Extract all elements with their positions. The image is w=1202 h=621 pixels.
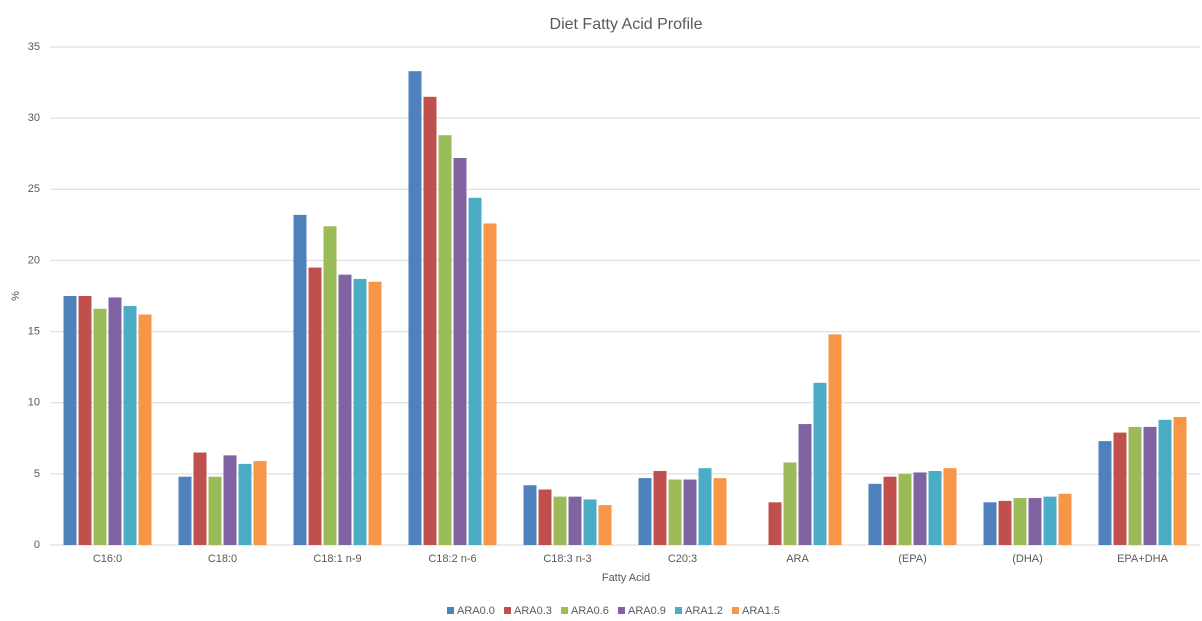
bar [93, 308, 107, 545]
bar [408, 71, 422, 545]
bar [583, 499, 597, 545]
bar [253, 461, 267, 545]
x-axis-label: Fatty Acid [602, 572, 650, 584]
bar [768, 502, 782, 545]
bar [1113, 432, 1127, 545]
bar [928, 471, 942, 545]
bar [63, 296, 77, 545]
x-tick-label: C16:0 [93, 553, 122, 565]
bar [338, 274, 352, 545]
bar [983, 502, 997, 545]
bar [638, 478, 652, 545]
bar [783, 462, 797, 545]
chart-title: Diet Fatty Acid Profile [550, 16, 703, 33]
y-tick-label: 5 [34, 468, 40, 480]
y-tick-label: 30 [28, 112, 40, 124]
y-tick-label: 15 [28, 325, 40, 337]
bar [538, 489, 552, 545]
x-tick-label: ARA [786, 553, 809, 565]
legend-label: ARA0.0 [457, 605, 495, 617]
x-tick-label: C20:3 [668, 553, 697, 565]
legend-swatch [618, 607, 625, 614]
x-tick-label: C18:3 n-3 [543, 553, 591, 565]
bar [223, 455, 237, 545]
bar [1128, 426, 1142, 545]
bar [193, 452, 207, 545]
bar [653, 471, 667, 545]
x-tick-label: EPA+DHA [1117, 553, 1169, 565]
bar [1158, 419, 1172, 545]
y-tick-label: 10 [28, 397, 40, 409]
bar [998, 500, 1012, 545]
bar [868, 483, 882, 545]
bar [323, 226, 337, 545]
legend-label: ARA1.2 [685, 605, 723, 617]
bar [138, 314, 152, 545]
bar [438, 135, 452, 545]
x-tick-label: (DHA) [1012, 553, 1043, 565]
bar [713, 478, 727, 545]
bar [368, 281, 382, 545]
x-tick-label: C18:2 n-6 [428, 553, 476, 565]
legend-swatch [675, 607, 682, 614]
bar [108, 297, 122, 545]
bar [353, 278, 367, 545]
bar [898, 473, 912, 545]
bar [683, 479, 697, 545]
bar [308, 267, 322, 545]
bar [78, 296, 92, 545]
legend-swatch [504, 607, 511, 614]
bar [238, 463, 252, 545]
bar [468, 197, 482, 545]
bar [798, 424, 812, 545]
legend-label: ARA0.9 [628, 605, 666, 617]
x-tick-label: C18:0 [208, 553, 237, 565]
bar [483, 223, 497, 546]
bar [1058, 493, 1072, 545]
bar [883, 476, 897, 545]
bar [123, 305, 137, 545]
bar [598, 505, 612, 545]
x-tick-label: (EPA) [898, 553, 927, 565]
bar [178, 476, 192, 545]
bar [423, 96, 437, 546]
y-tick-label: 35 [28, 41, 40, 53]
bar [453, 157, 467, 546]
bar [1173, 416, 1187, 545]
legend-label: ARA0.3 [514, 605, 552, 617]
y-tick-label: 25 [28, 183, 40, 195]
bar [1098, 441, 1112, 545]
legend-swatch [561, 607, 568, 614]
bar [813, 382, 827, 545]
bar [943, 468, 957, 545]
legend-label: ARA0.6 [571, 605, 609, 617]
legend-label: ARA1.5 [742, 605, 780, 617]
legend-swatch [447, 607, 454, 614]
y-tick-label: 20 [28, 254, 40, 266]
bar [1043, 496, 1057, 545]
x-tick-label: C18:1 n-9 [313, 553, 361, 565]
bar [208, 476, 222, 545]
bar [1028, 498, 1042, 545]
bar [698, 468, 712, 545]
bar [668, 479, 682, 545]
bar [553, 496, 567, 545]
bar [1143, 426, 1157, 545]
y-axis-label: % [10, 291, 22, 301]
y-tick-label: 0 [34, 539, 40, 551]
bar [828, 334, 842, 545]
bar [523, 485, 537, 545]
bar [568, 496, 582, 545]
legend-swatch [732, 607, 739, 614]
bar [913, 472, 927, 545]
bar [1013, 498, 1027, 545]
bar [293, 214, 307, 545]
